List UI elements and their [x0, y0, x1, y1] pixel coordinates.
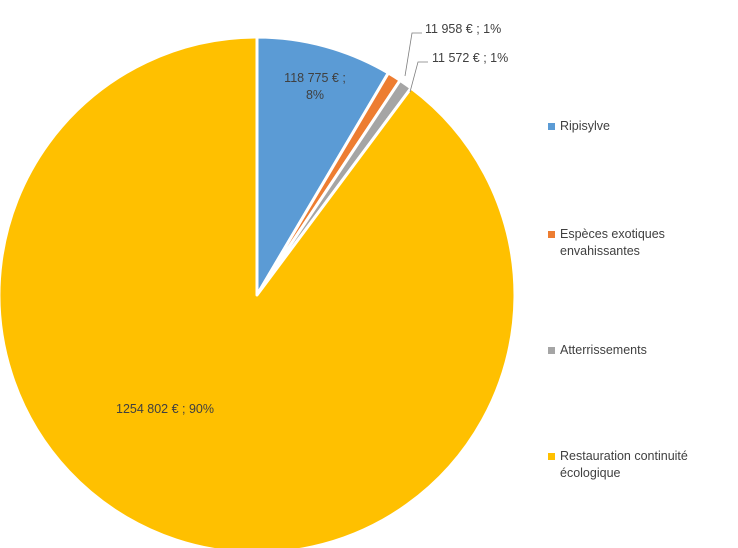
data-label-especes-exotiques: 11 958 € ; 1% [425, 22, 501, 36]
legend-swatch-ripisylve [548, 123, 555, 130]
legend-swatch-atterrissements [548, 347, 555, 354]
legend-item-atterrissements: Atterrissements [548, 342, 647, 359]
legend-label-ripisylve: Ripisylve [560, 119, 611, 133]
data-label-atterrissements: 11 572 € ; 1% [432, 51, 508, 65]
legend-item-especes-exotiques: Espèces exotiques envahissantes [548, 226, 698, 260]
legend-label-especes-exotiques: Espèces exotiques envahissantes [560, 227, 665, 258]
legend-item-restauration: Restauration continuité écologique [548, 448, 728, 482]
leader-line-especes-exotiques [404, 32, 422, 77]
chart-legend: Ripisylve Espèces exotiques envahissante… [548, 0, 738, 548]
data-label-restauration: 1254 802 € ; 90% [116, 402, 214, 416]
leader-line-atterrissements [409, 61, 428, 93]
legend-swatch-restauration [548, 453, 555, 460]
pie-slice-ripisylve [255, 35, 390, 297]
data-label-ripisylve: 118 775 € ; 8% [284, 71, 346, 102]
pie-slice-restauration [0, 35, 517, 548]
legend-swatch-especes-exotiques [548, 231, 555, 238]
legend-label-atterrissements: Atterrissements [560, 343, 647, 357]
legend-item-ripisylve: Ripisylve [548, 118, 610, 135]
legend-label-restauration: Restauration continuité écologique [560, 449, 688, 480]
